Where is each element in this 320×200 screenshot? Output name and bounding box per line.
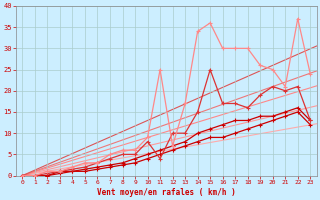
X-axis label: Vent moyen/en rafales ( km/h ): Vent moyen/en rafales ( km/h ) — [97, 188, 236, 197]
